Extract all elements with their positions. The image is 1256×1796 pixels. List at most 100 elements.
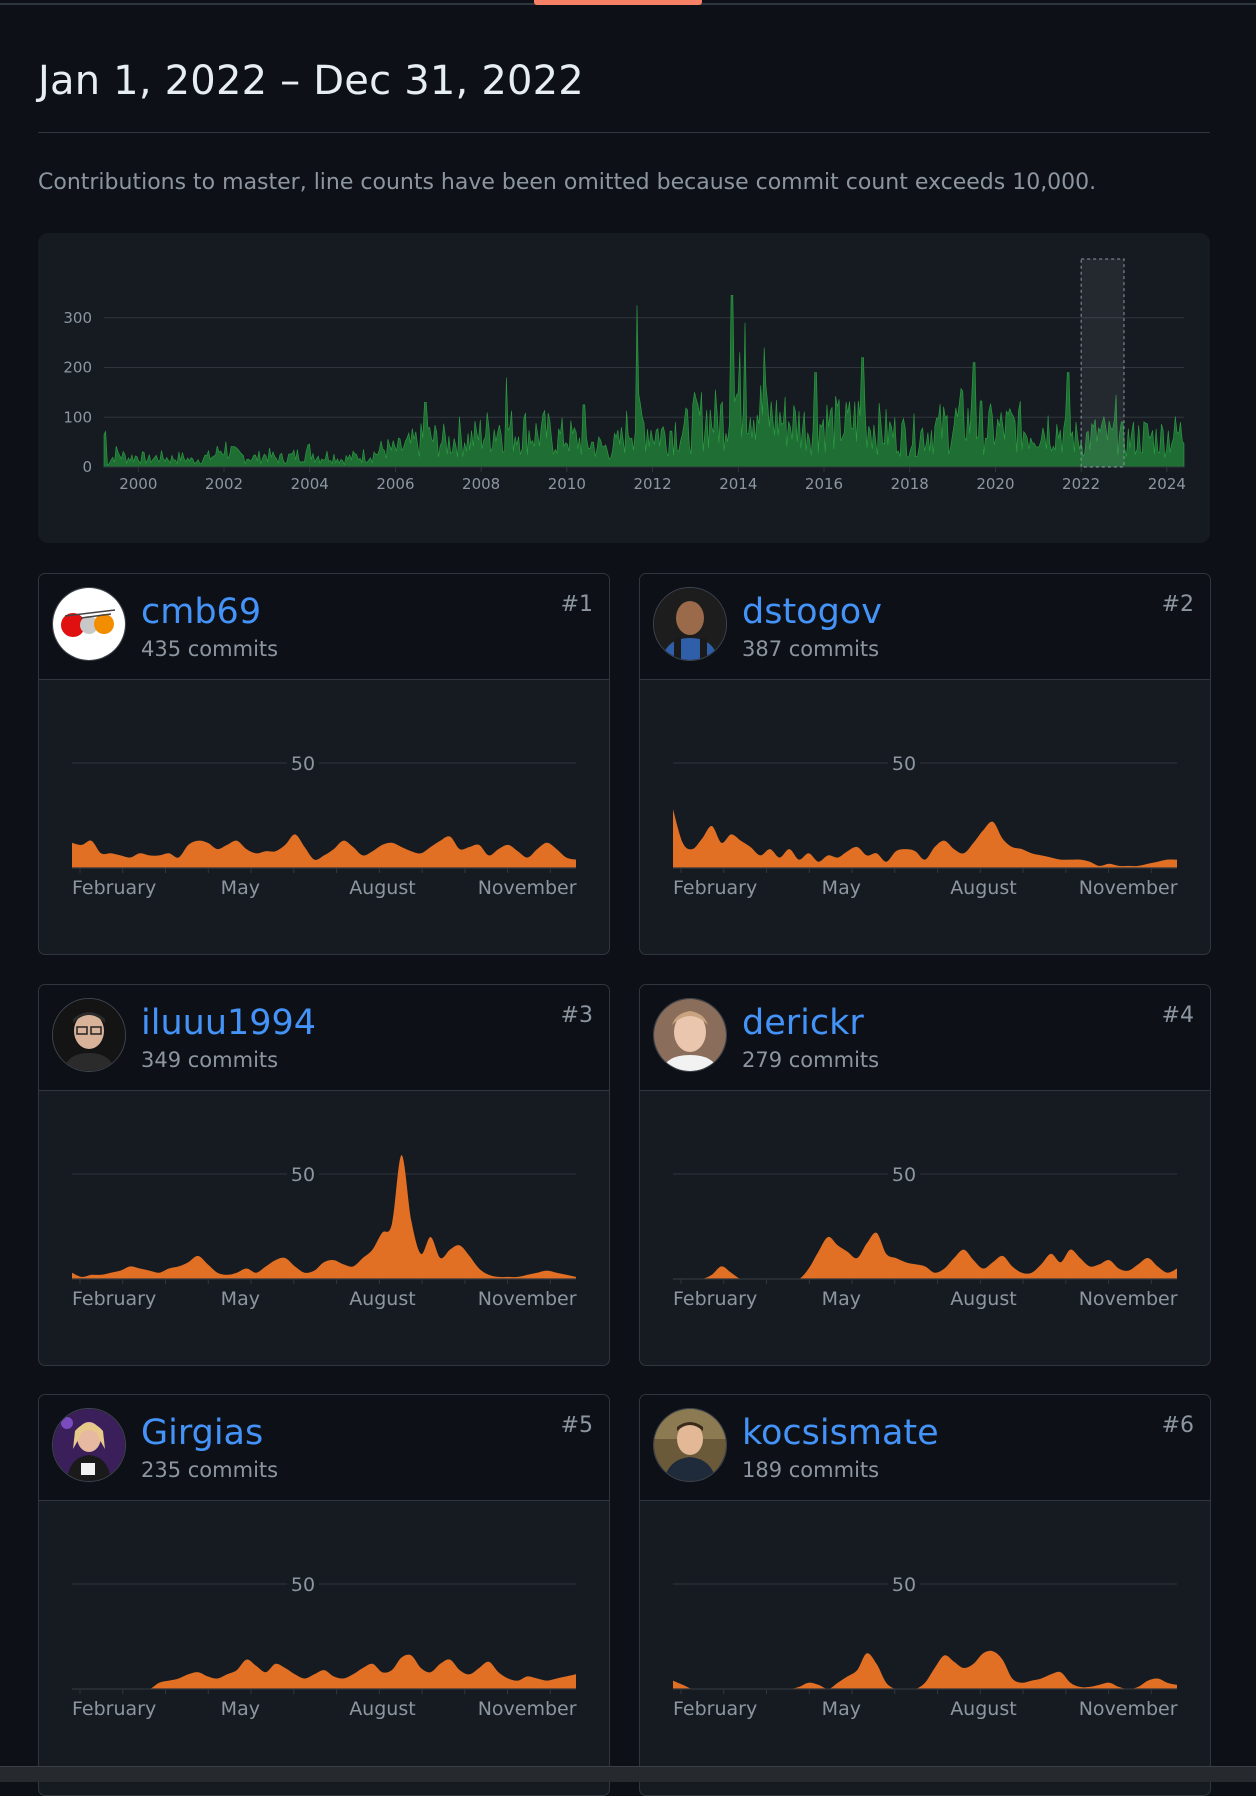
- mini-x-tick-label: February: [673, 1288, 757, 1310]
- contributor-card-header: kocsismate 189 commits #6: [640, 1395, 1210, 1501]
- avatar[interactable]: [653, 587, 727, 661]
- contributor-card: iluuu1994 349 commits #3 50 February May Au…: [38, 984, 610, 1366]
- avatar-image: [53, 1409, 125, 1481]
- mini-x-tick-label: August: [349, 877, 416, 899]
- contributor-card-header: iluuu1994 349 commits #3: [39, 985, 609, 1091]
- contributor-card: kocsismate 189 commits #6 50 February May A…: [639, 1394, 1211, 1796]
- contributor-commit-chart[interactable]: 50 February May August November: [39, 1091, 609, 1361]
- mini-area-series: [673, 1232, 1177, 1279]
- mini-x-tick-label: August: [950, 1698, 1017, 1720]
- mini-tick-bg: [888, 751, 920, 775]
- contributor-username-link[interactable]: Girgias: [141, 1413, 264, 1453]
- mini-x-tick-label: August: [950, 1288, 1017, 1310]
- mini-x-tick-label: February: [72, 877, 156, 899]
- overview-x-tick-label: 2022: [1062, 475, 1100, 493]
- mini-y-tick-label: 50: [291, 1164, 315, 1186]
- overview-x-tick-label: 2000: [119, 475, 157, 493]
- mini-y-tick-label: 50: [892, 1164, 916, 1186]
- contributor-commit-chart[interactable]: 50 February May August November: [640, 1501, 1210, 1771]
- mini-tick-bg: [287, 751, 319, 775]
- overview-y-tick-label: 100: [63, 408, 92, 426]
- mini-x-tick-label: May: [221, 1288, 260, 1310]
- mini-x-tick-label: May: [221, 877, 260, 899]
- contributor-commit-chart[interactable]: 50 February May August November: [39, 680, 609, 950]
- contributor-username-link[interactable]: dstogov: [742, 592, 882, 632]
- title-divider: [38, 132, 1210, 133]
- contributor-rank: #1: [560, 592, 593, 617]
- overview-x-tick-label: 2024: [1148, 475, 1186, 493]
- overview-chart-svg[interactable]: 0 100 200 300 2000 2002 2004 2006 2008 2010 2012 20…: [38, 233, 1210, 543]
- avatar[interactable]: [52, 1408, 126, 1482]
- contributor-rank: #4: [1161, 1003, 1194, 1028]
- avatar[interactable]: [653, 1408, 727, 1482]
- contributor-commit-count: 387 commits: [742, 637, 880, 661]
- overview-x-tick-label: 2012: [633, 475, 671, 493]
- mini-y-tick-label: 50: [892, 753, 916, 775]
- contributor-commit-count: 189 commits: [742, 1458, 880, 1482]
- overview-x-tick-label: 2006: [376, 475, 414, 493]
- contributor-card: cmb69 435 commits #1 50 February May August…: [38, 573, 610, 955]
- avatar-image: [654, 999, 726, 1071]
- overview-x-tick-label: 2004: [291, 475, 329, 493]
- contributor-commit-chart[interactable]: 50 February May August November: [640, 680, 1210, 950]
- avatar[interactable]: [653, 998, 727, 1072]
- contributor-commit-chart[interactable]: 50 February May August November: [39, 1501, 609, 1771]
- selected-tab-indicator: [534, 0, 702, 5]
- mini-x-tick-label: May: [822, 1288, 861, 1310]
- mini-y-tick-label: 50: [892, 1574, 916, 1596]
- overview-selection-brush: [1080, 258, 1125, 468]
- mini-tick-bg: [888, 1162, 920, 1186]
- mini-x-tick-label: May: [822, 877, 861, 899]
- mini-tick-bg: [287, 1572, 319, 1596]
- mini-x-tick-label: August: [950, 877, 1017, 899]
- contributor-commit-chart[interactable]: 50 February May August November: [640, 1091, 1210, 1361]
- mini-x-tick-label: November: [1079, 1698, 1178, 1720]
- overview-x-tick-label: 2002: [205, 475, 243, 493]
- contributor-username-link[interactable]: kocsismate: [742, 1413, 939, 1453]
- avatar-image: [654, 1409, 726, 1481]
- contributor-rank: #2: [1161, 592, 1194, 617]
- contributor-username-link[interactable]: derickr: [742, 1003, 864, 1043]
- contributor-card: derickr 279 commits #4 50 February May Augu…: [639, 984, 1211, 1366]
- mini-area-series: [72, 1654, 576, 1689]
- avatar[interactable]: [52, 998, 126, 1072]
- avatar-image: [654, 588, 726, 660]
- contributor-commit-count: 349 commits: [141, 1048, 279, 1072]
- overview-x-tick-label: 2020: [976, 475, 1014, 493]
- avatar[interactable]: [52, 587, 126, 661]
- contributor-card: dstogov 387 commits #2 50 February May Augu…: [639, 573, 1211, 955]
- mini-area-series: [72, 834, 576, 868]
- overview-area-series: [103, 295, 1185, 468]
- mini-x-tick-label: November: [478, 1288, 577, 1310]
- contributor-card-header: dstogov 387 commits #2: [640, 574, 1210, 680]
- contributor-rank: #5: [560, 1413, 593, 1438]
- contributor-card-header: Girgias 235 commits #5: [39, 1395, 609, 1501]
- horizontal-scrollbar[interactable]: [0, 1766, 1256, 1782]
- date-range-title: Jan 1, 2022 – Dec 31, 2022: [38, 58, 584, 104]
- mini-x-tick-label: February: [72, 1698, 156, 1720]
- mini-x-tick-label: May: [221, 1698, 260, 1720]
- mini-x-tick-label: August: [349, 1698, 416, 1720]
- overview-chart[interactable]: 0 100 200 300 2000 2002 2004 2006 2008 2010 2012 20…: [38, 233, 1210, 543]
- mini-x-tick-label: May: [822, 1698, 861, 1720]
- contributions-subtitle: Contributions to master, line counts hav…: [38, 170, 1097, 195]
- contributor-username-link[interactable]: iluuu1994: [141, 1003, 317, 1043]
- overview-x-tick-label: 2008: [462, 475, 500, 493]
- mini-x-tick-label: November: [478, 877, 577, 899]
- contributor-card-header: cmb69 435 commits #1: [39, 574, 609, 680]
- contributor-rank: #3: [560, 1003, 593, 1028]
- overview-x-tick-label: 2016: [805, 475, 843, 493]
- contributor-username-link[interactable]: cmb69: [141, 592, 262, 632]
- mini-x-tick-label: November: [478, 1698, 577, 1720]
- contributor-card: Girgias 235 commits #5 50 February May Augu…: [38, 1394, 610, 1796]
- mini-area-series: [673, 809, 1177, 868]
- mini-y-tick-label: 50: [291, 1574, 315, 1596]
- mini-tick-bg: [287, 1162, 319, 1186]
- contributor-card-header: derickr 279 commits #4: [640, 985, 1210, 1091]
- overview-y-tick-label: 300: [63, 309, 92, 327]
- mini-x-tick-label: February: [72, 1288, 156, 1310]
- overview-x-tick-label: 2018: [891, 475, 929, 493]
- avatar-image: [53, 588, 125, 660]
- mini-tick-bg: [888, 1572, 920, 1596]
- overview-y-tick-label: 200: [63, 359, 92, 377]
